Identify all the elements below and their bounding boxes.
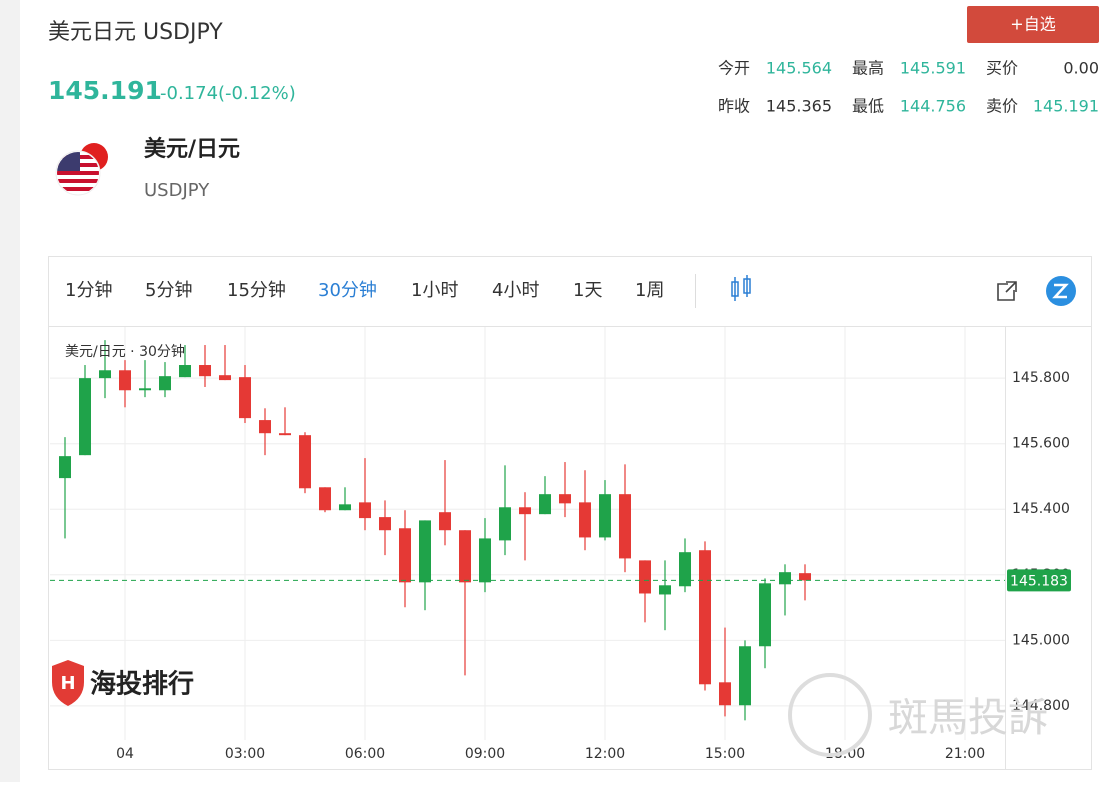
flag-icon	[55, 143, 108, 196]
quote-label: 最高	[852, 59, 884, 78]
watermark-badge	[788, 673, 872, 757]
toolbar: 1分钟 5分钟 15分钟 30分钟 1小时 4小时 1天 1周	[65, 280, 664, 301]
candle-body	[299, 435, 311, 489]
quote-value: 145.191	[1033, 97, 1099, 116]
watch-button[interactable]	[967, 6, 1099, 43]
candle-body	[59, 456, 71, 479]
interval-button[interactable]: 4小时	[492, 280, 539, 301]
interval-button[interactable]: 15分钟	[227, 280, 286, 301]
candle-body	[219, 375, 231, 381]
watermark-left: 海投排行	[90, 669, 194, 700]
y-tick-label: 144.800	[1012, 698, 1070, 714]
watermark-logo: H	[52, 660, 84, 706]
candle-body	[419, 520, 431, 583]
interval-button[interactable]: 1小时	[411, 280, 458, 301]
candle-body	[439, 512, 451, 531]
candle-body	[519, 507, 531, 515]
candle-body	[139, 388, 151, 391]
quote-value: 144.756	[900, 97, 966, 116]
quote-value: 145.591	[900, 59, 966, 78]
x-tick-label: 15:00	[705, 746, 745, 762]
candle-body	[199, 365, 211, 377]
y-tick-label: 145.400	[1012, 501, 1070, 517]
x-tick-label: 12:00	[585, 746, 625, 762]
chart-type-icon[interactable]	[731, 275, 751, 301]
change: -0.174(-0.12%)	[160, 83, 296, 104]
popout-icon[interactable]	[997, 281, 1017, 301]
candle-body	[179, 365, 191, 378]
candle-body	[599, 494, 611, 538]
candle-body	[719, 682, 731, 706]
quote-label: 昨收	[718, 97, 750, 116]
candle-body	[759, 583, 771, 647]
candle-body	[259, 420, 271, 434]
candle-body	[359, 502, 371, 519]
candle-body	[499, 507, 511, 541]
y-tick-label: 145.800	[1012, 370, 1070, 386]
quote-label: 卖价	[986, 97, 1018, 116]
candle-body	[279, 433, 291, 436]
candle-body	[459, 530, 471, 583]
candle-body	[119, 370, 131, 391]
candle-body	[579, 502, 591, 538]
candle-body	[399, 528, 411, 583]
series-label: 美元/日元 · 30分钟	[65, 343, 185, 360]
interval-button[interactable]: 1分钟	[65, 280, 112, 301]
quote-value: 145.365	[766, 97, 832, 116]
candle-body	[799, 573, 811, 581]
interval-button[interactable]: 5分钟	[145, 280, 192, 301]
candle-body	[559, 494, 571, 504]
symbol-name: 美元/日元	[144, 136, 240, 162]
brand-icon-glyph	[1052, 283, 1069, 299]
candle-body	[379, 517, 391, 531]
quote-label: 今开	[718, 59, 750, 78]
candles	[59, 340, 811, 721]
interval-button[interactable]: 30分钟	[318, 280, 377, 301]
candle-body	[659, 585, 671, 595]
quote-value: 0.00	[1063, 59, 1099, 78]
candle-body	[79, 378, 91, 456]
candle-body	[779, 572, 791, 585]
quote-label: 最低	[852, 97, 884, 116]
candle-body	[339, 504, 351, 511]
candle-body	[639, 560, 651, 594]
x-tick-label: 06:00	[345, 746, 385, 762]
x-tick-label: 09:00	[465, 746, 505, 762]
title: 美元日元 USDJPY	[48, 20, 223, 45]
candle-body	[539, 494, 551, 515]
candle-body	[479, 538, 491, 583]
candle-body	[239, 377, 251, 419]
candle-body	[159, 376, 171, 391]
candle-body	[319, 487, 331, 511]
quote-value: 145.564	[766, 59, 832, 78]
watch-button-label[interactable]: +自选	[1010, 15, 1055, 34]
x-tick-label: 21:00	[945, 746, 985, 762]
plot: 144.800145.000145.200145.400145.600145.8…	[50, 327, 1071, 769]
last-price-label: 145.183	[1010, 573, 1068, 589]
svg-text:H: H	[60, 673, 75, 694]
interval-button[interactable]: 1天	[573, 280, 602, 301]
x-tick-label: 04	[116, 746, 134, 762]
interval-button[interactable]: 1周	[635, 280, 664, 301]
quote-label: 买价	[986, 59, 1018, 78]
symbol-code: USDJPY	[144, 180, 210, 201]
candle-body	[619, 494, 631, 559]
side-strip	[0, 0, 20, 782]
x-tick-label: 03:00	[225, 746, 265, 762]
candle-body	[679, 552, 691, 587]
y-tick-label: 145.600	[1012, 436, 1070, 452]
last-price-tag	[1007, 569, 1071, 592]
quote-table: 今开 145.564 最高 145.591 买价 0.00 昨收 145.365 最低 144.7…	[718, 59, 1099, 116]
y-tick-label: 145.000	[1012, 632, 1070, 648]
chart-panel	[48, 256, 1092, 770]
price: 145.191	[48, 76, 162, 105]
candle-body	[99, 370, 111, 379]
watermark-right: 斑馬投訴	[888, 695, 1048, 741]
candle-body	[699, 550, 711, 685]
candle-body	[739, 646, 751, 706]
